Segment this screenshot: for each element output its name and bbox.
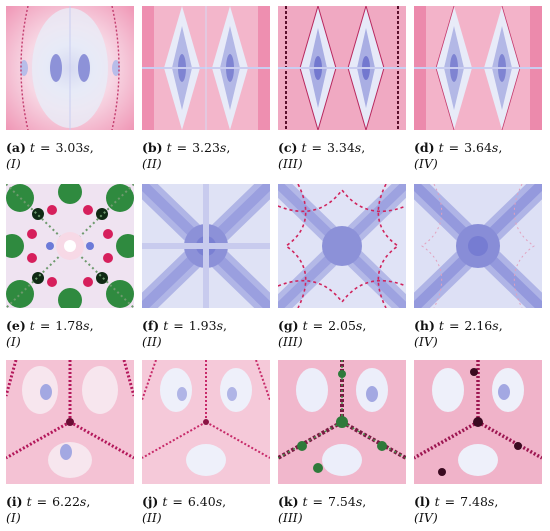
green-star-pattern [6,184,134,308]
subfigure-image [278,184,406,308]
subfigure-caption: (g) t = 2.05s, (III) [278,318,367,349]
subfigure-caption: (e) t = 1.78s, (I) [6,318,94,349]
subfigure-caption: (b) t = 3.23s, (II) [142,140,231,171]
subfigure-caption: (d) t = 3.64s, (IV) [414,140,503,171]
subfigure-caption: (h) t = 2.16s, (IV) [414,318,503,349]
subfigure-image [6,184,134,308]
subfigure-image [142,6,270,130]
pink-tri-green-pattern [278,360,406,484]
subfigure-image [414,6,542,130]
subfigure-image [6,6,134,130]
pink-tri-pattern [6,360,134,484]
subfigure-image [414,184,542,308]
subfigure-image [278,6,406,130]
pink-radial-pattern [6,6,134,130]
subfigure-image [142,360,270,484]
subfigure-caption: (c) t = 3.34s, (III) [278,140,366,171]
subfigure-caption: (f) t = 1.93s, (II) [142,318,227,349]
subfigure-caption: (l) t = 7.48s, (IV) [414,494,499,525]
blue-x-red-pattern [278,184,406,308]
pink-tri-pattern [414,360,542,484]
subfigure-image [278,360,406,484]
subfigure-image [414,360,542,484]
blue-x-pattern [142,184,270,308]
subfigure-caption: (i) t = 6.22s, (I) [6,494,91,525]
pink-diamond-pattern [142,6,270,130]
subfigure-caption: (k) t = 7.54s, (III) [278,494,367,525]
subfigure-image [142,184,270,308]
subfigure-caption: (a) t = 3.03s, (I) [6,140,94,171]
pink-tri-light-pattern [142,360,270,484]
pink-diamond-pattern [414,6,542,130]
pink-diamond-dark-pattern [278,6,406,130]
subfigure-image [6,360,134,484]
subfigure-caption: (j) t = 6.40s, (II) [142,494,227,525]
blue-x-pattern [414,184,542,308]
